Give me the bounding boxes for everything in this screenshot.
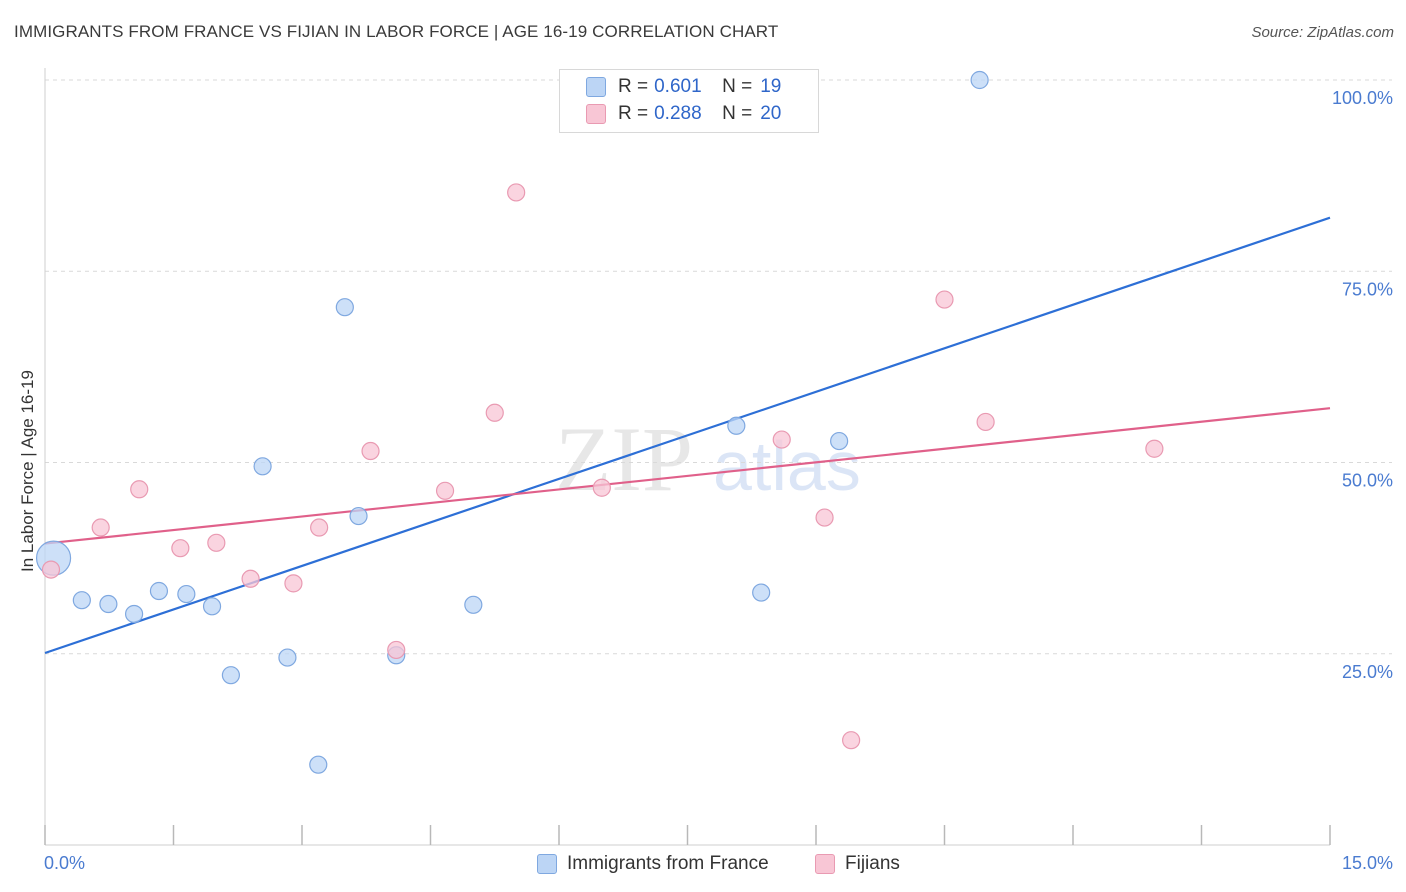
data-point-fijians (485, 403, 504, 422)
y-axis-label: In Labor Force | Age 16-19 (18, 370, 37, 572)
data-point-fijians (91, 518, 110, 537)
blue-swatch (537, 854, 557, 874)
data-point-fijians (310, 518, 329, 537)
x-tick-label-min: 0.0% (44, 853, 85, 873)
y-tick-label: 75.0% (1342, 279, 1393, 299)
data-point-france (464, 595, 483, 614)
legend-label-fijians: Fijians (845, 853, 900, 874)
n-value: 20 (760, 103, 782, 124)
r-label: R = (618, 103, 649, 124)
n-label: N = (722, 103, 753, 124)
data-point-fijians (435, 481, 455, 500)
blue-swatch (586, 77, 606, 97)
data-point-fijians (207, 533, 226, 552)
y-tick-label: 25.0% (1342, 662, 1393, 682)
data-point-france (72, 591, 91, 610)
data-point-fijians (130, 480, 149, 499)
r-label: R = (618, 76, 649, 97)
source-credit: Source: ZipAtlas.com (1251, 24, 1394, 41)
data-point-france (727, 416, 746, 435)
n-label: N = (722, 76, 753, 97)
legend-item-fijians: Fijians (815, 852, 900, 876)
pink-swatch (586, 104, 606, 124)
data-point-fijians (41, 560, 61, 579)
watermark-zip: ZIP (555, 408, 693, 510)
data-point-france (221, 666, 240, 685)
data-point-fijians (171, 539, 190, 558)
data-point-france (278, 648, 297, 667)
data-points (35, 70, 1164, 774)
n-value: 19 (760, 76, 782, 97)
data-point-fijians (772, 430, 791, 449)
data-point-france (970, 70, 989, 90)
correlation-legend: R = 0.601 N = 19 R = 0.288 N = 20 (559, 69, 819, 133)
tick-labels: 25.0% 50.0% 75.0% 100.0% 0.0% 15.0% (44, 88, 1393, 873)
data-point-france (149, 581, 169, 601)
data-point-fijians (241, 569, 260, 588)
data-point-france (830, 431, 849, 451)
r-value: 0.288 (654, 103, 702, 124)
data-point-france (253, 457, 272, 476)
trend-lines (44, 216, 1331, 655)
data-point-france (309, 755, 328, 774)
y-tick-label: 100.0% (1332, 88, 1393, 108)
pink-swatch (815, 854, 835, 874)
x-tick-label-max: 15.0% (1342, 853, 1393, 873)
data-point-fijians (842, 731, 861, 750)
data-point-fijians (284, 574, 303, 593)
legend-row-france: R = 0.601 N = 19 (586, 75, 781, 99)
data-point-france (349, 506, 368, 526)
data-point-fijians (1145, 439, 1164, 458)
data-point-france (202, 597, 222, 616)
data-point-fijians (387, 640, 406, 660)
data-point-fijians (935, 290, 954, 309)
legend-label-france: Immigrants from France (567, 853, 769, 874)
legend-item-france: Immigrants from France (537, 852, 769, 876)
data-point-fijians (507, 183, 526, 202)
data-point-france (335, 298, 354, 317)
axes (44, 68, 1331, 846)
r-value: 0.601 (654, 76, 702, 97)
grid-lines (45, 79, 1392, 655)
data-point-france (124, 604, 144, 624)
legend-row-fijians: R = 0.288 N = 20 (586, 102, 781, 126)
data-point-fijians (815, 508, 834, 527)
data-point-france (99, 594, 118, 614)
trend-line-fijians (44, 407, 1331, 545)
data-point-fijians (592, 478, 611, 497)
data-point-france (752, 583, 771, 602)
data-point-fijians (976, 412, 995, 432)
y-tick-label: 50.0% (1342, 471, 1393, 491)
chart-title: IMMIGRANTS FROM FRANCE VS FIJIAN IN LABO… (14, 22, 779, 41)
trend-line-france (44, 216, 1331, 655)
data-point-france (177, 584, 196, 604)
data-point-fijians (361, 441, 380, 461)
